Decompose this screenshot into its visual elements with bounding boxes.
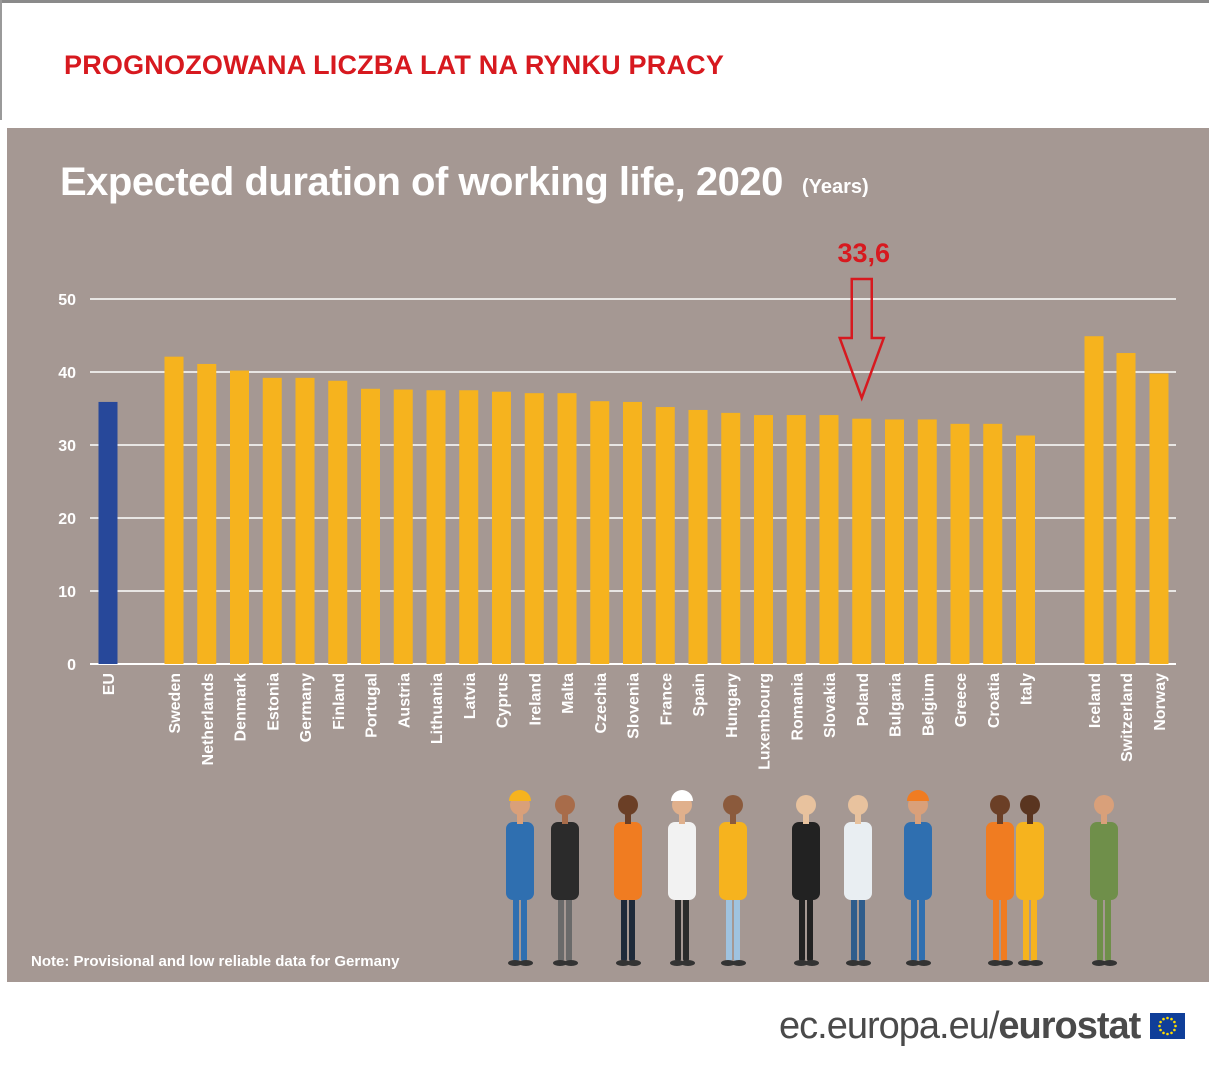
y-tick-label: 50 — [58, 292, 76, 309]
bar-sweden — [164, 356, 184, 664]
worker-builder-icon — [904, 790, 932, 966]
bar-hungary — [721, 412, 741, 664]
y-tick-label: 30 — [58, 438, 76, 455]
bar-romania — [786, 415, 806, 664]
footer-url[interactable]: ec.europa.eu/eurostat — [779, 1005, 1141, 1048]
x-tick-label: Austria — [396, 673, 413, 728]
bar-switzerland — [1116, 353, 1136, 664]
x-tick-label: Croatia — [986, 673, 1003, 728]
x-tick-label: France — [658, 673, 675, 726]
bar-luxembourg — [754, 415, 773, 664]
bar-ireland — [524, 393, 544, 664]
x-tick-label: Cyprus — [495, 673, 512, 728]
bar-portugal — [361, 388, 380, 664]
x-tick-label: Norway — [1152, 673, 1169, 731]
worker-doctor-icon — [844, 795, 872, 966]
bar-netherlands — [197, 363, 217, 664]
y-tick-label: 10 — [58, 584, 76, 601]
x-tick-label: Iceland — [1087, 673, 1104, 728]
bar-denmark — [230, 370, 249, 664]
footer-brand: eurostat — [998, 1005, 1141, 1047]
eu-flag-icon — [1150, 1013, 1185, 1039]
x-tick-label: Italy — [1019, 673, 1036, 705]
x-tick-label: Czechia — [593, 673, 610, 734]
bar-lithuania — [426, 390, 446, 664]
bar-germany — [295, 377, 315, 664]
bar-austria — [393, 389, 413, 664]
left-rule — [0, 0, 2, 120]
x-tick-label: Hungary — [724, 673, 741, 738]
worker-engineer-icon — [614, 795, 642, 966]
x-tick-label: Ireland — [527, 673, 544, 725]
bar-latvia — [459, 390, 479, 664]
x-tick-label: Luxembourg — [757, 673, 774, 770]
worker-craftsman-icon — [1016, 795, 1044, 966]
bar-france — [655, 407, 675, 664]
chart-note: Note: Provisional and low reliable data … — [31, 953, 400, 970]
bar-estonia — [262, 377, 282, 664]
bar-czechia — [590, 401, 610, 664]
x-tick-label: Malta — [560, 673, 577, 714]
x-tick-label: Slovenia — [626, 673, 643, 739]
x-tick-label: Denmark — [233, 673, 250, 742]
workers-illustration — [506, 790, 1118, 966]
highlight-value-label: 33,6 — [837, 238, 890, 268]
footer-domain: ec.europa.eu/ — [779, 1005, 999, 1047]
top-rule — [0, 0, 1209, 3]
bar-spain — [688, 409, 708, 664]
y-tick-label: 20 — [58, 511, 76, 528]
bar-slovenia — [623, 401, 642, 664]
worker-chef-icon — [668, 790, 696, 966]
bar-italy — [1016, 435, 1035, 664]
bar-bulgaria — [885, 419, 904, 664]
bar-iceland — [1084, 336, 1104, 664]
x-tick-label: Finland — [331, 673, 348, 730]
chart-title: Expected duration of working life, 2020 — [60, 160, 783, 204]
y-tick-label: 0 — [67, 657, 76, 674]
x-tick-label: Netherlands — [200, 673, 217, 766]
x-tick-label: Estonia — [265, 673, 282, 731]
bar-finland — [328, 380, 348, 664]
x-tick-label: Romania — [789, 673, 806, 741]
worker-office-icon — [792, 795, 820, 966]
bar-norway — [1149, 373, 1169, 664]
bar-malta — [557, 393, 577, 664]
banner-title: PROGNOZOWANA LICZBA LAT NA RYNKU PRACY — [64, 50, 725, 80]
x-tick-label: Slovakia — [822, 673, 839, 738]
x-tick-label: Latvia — [462, 673, 479, 719]
x-tick-label: Spain — [691, 673, 708, 717]
worker-farmer-icon — [986, 795, 1014, 966]
worker-businessman-icon — [551, 795, 579, 966]
y-tick-label: 40 — [58, 365, 76, 382]
x-tick-label: Poland — [855, 673, 872, 726]
x-tick-label: Portugal — [364, 673, 381, 738]
bar-cyprus — [492, 391, 511, 664]
bar-slovakia — [819, 415, 839, 664]
bar-croatia — [983, 423, 1003, 664]
x-tick-label: Sweden — [167, 673, 184, 733]
worker-gardener-icon — [1090, 795, 1118, 966]
bar-belgium — [917, 419, 937, 664]
x-tick-label: Lithuania — [429, 673, 446, 744]
x-tick-label: Germany — [298, 673, 315, 742]
bar-poland — [852, 418, 872, 664]
x-tick-label: EU — [101, 673, 118, 695]
chart-unit: (Years) — [802, 176, 869, 198]
x-tick-label: Bulgaria — [888, 673, 905, 737]
worker-student-icon — [719, 795, 747, 966]
x-tick-label: Switzerland — [1119, 673, 1136, 762]
worker-mechanic-icon — [506, 790, 534, 966]
bar-greece — [950, 423, 970, 664]
x-tick-label: Belgium — [920, 673, 937, 736]
bar-eu — [98, 401, 118, 664]
highlight-arrow-icon — [837, 277, 886, 402]
x-tick-label: Greece — [953, 673, 970, 727]
